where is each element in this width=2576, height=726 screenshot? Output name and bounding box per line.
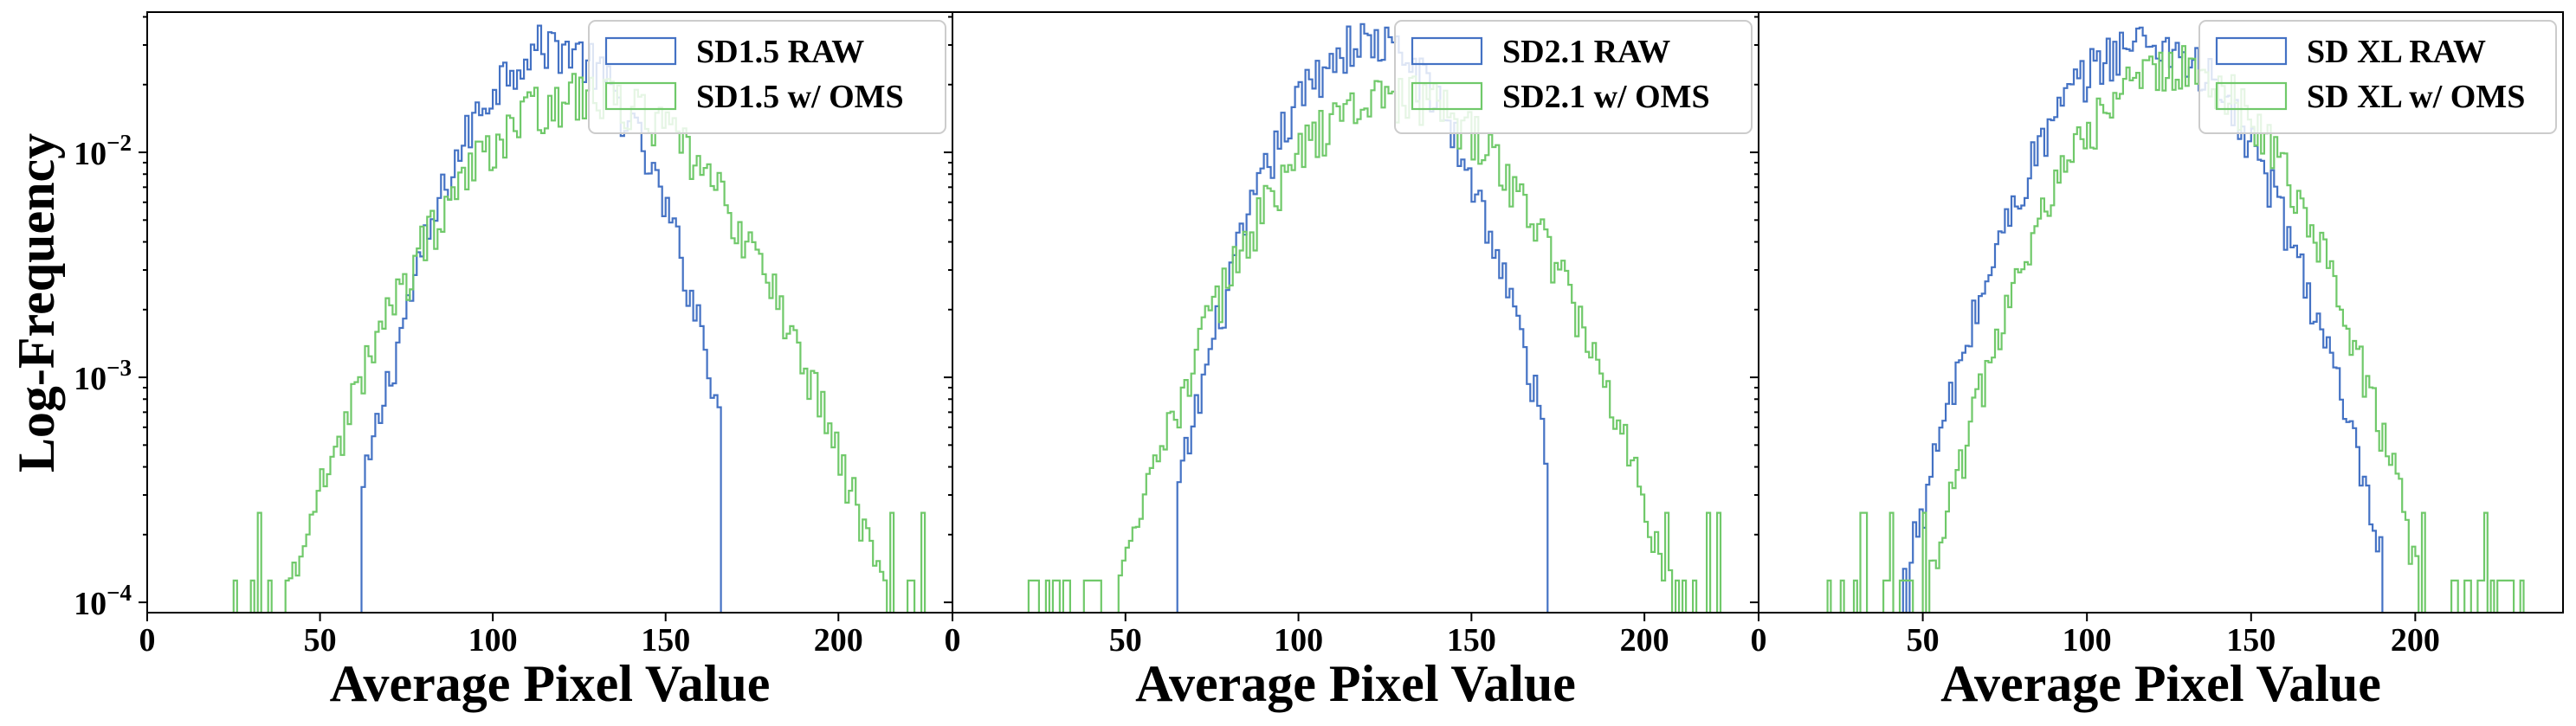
series-oms-histogram — [232, 73, 926, 613]
plot-area — [1826, 26, 2525, 613]
legend-label: SD XL w/ OMS — [2307, 79, 2525, 115]
series-raw-histogram — [1176, 22, 1549, 613]
legend-swatch-oms — [604, 81, 677, 111]
panel-2: 0 50 100 150 200 Average Pixel Value SD2.1 RAW… — [944, 11, 1759, 712]
series-raw-histogram — [1901, 26, 2384, 613]
x-tick-label: 200 — [814, 622, 863, 659]
plot-area — [1027, 22, 1722, 613]
y-axis-label: Log-Frequency — [8, 133, 65, 472]
legend-label: SD2.1 RAW — [1502, 34, 1670, 70]
x-tick-label: 100 — [468, 622, 518, 659]
series-oms-histogram — [1027, 75, 1722, 613]
x-axis-label: Average Pixel Value — [330, 655, 771, 712]
x-tick-label: 100 — [1274, 622, 1323, 659]
x-axis-label: Average Pixel Value — [1135, 655, 1576, 712]
legend-box — [2198, 20, 2557, 134]
legend-box — [1394, 20, 1753, 134]
legend: SD2.1 RAW SD2.1 w/ OMS — [1394, 20, 1753, 134]
x-tick-label: 50 — [1109, 622, 1142, 659]
x-tick-label: 50 — [1907, 622, 1940, 659]
legend-swatch-oms — [2215, 81, 2288, 111]
x-tick-label: 0 — [139, 622, 156, 659]
legend: SD XL RAW SD XL w/ OMS — [2198, 20, 2557, 134]
legend-label: SD XL RAW — [2307, 34, 2486, 70]
x-tick-label: 200 — [1620, 622, 1669, 659]
legend-swatch-raw — [2215, 36, 2288, 66]
x-axis-label: Average Pixel Value — [1940, 655, 2381, 712]
x-tick-label: 100 — [2063, 622, 2112, 659]
legend-box — [588, 20, 946, 134]
axes-frame — [1758, 11, 2564, 614]
legend-swatch-raw — [1411, 36, 1483, 66]
legend-label: SD2.1 w/ OMS — [1502, 79, 1710, 115]
series-raw-histogram — [360, 24, 722, 613]
x-tick-label: 50 — [304, 622, 337, 659]
panel-3: 0 50 100 150 200 Average Pixel Value SD XL RAW… — [1750, 11, 2564, 712]
y-tick-label: 10−3 — [74, 355, 132, 397]
panels: 0 50 100 150 200 Average Pixel Value 10−4 10−3 1… — [74, 11, 2564, 712]
legend-label: SD1.5 w/ OMS — [696, 79, 904, 115]
legend-label: SD1.5 RAW — [696, 34, 864, 70]
x-tick-label: 150 — [641, 622, 690, 659]
x-tick-label: 0 — [945, 622, 961, 659]
y-tick-label: 10−2 — [74, 130, 132, 172]
x-tick-label: 150 — [2226, 622, 2276, 659]
panel-1: 0 50 100 150 200 Average Pixel Value 10−4 10−3 1… — [74, 11, 953, 712]
legend-swatch-oms — [1411, 81, 1483, 111]
x-tick-label: 150 — [1447, 622, 1496, 659]
y-tick-label: 10−4 — [74, 580, 132, 622]
series-oms-histogram — [1826, 45, 2525, 613]
plot-area — [232, 24, 926, 613]
legend: SD1.5 RAW SD1.5 w/ OMS — [588, 20, 946, 134]
legend-swatch-raw — [604, 36, 677, 66]
x-tick-label: 0 — [1751, 622, 1767, 659]
x-tick-label: 200 — [2391, 622, 2440, 659]
